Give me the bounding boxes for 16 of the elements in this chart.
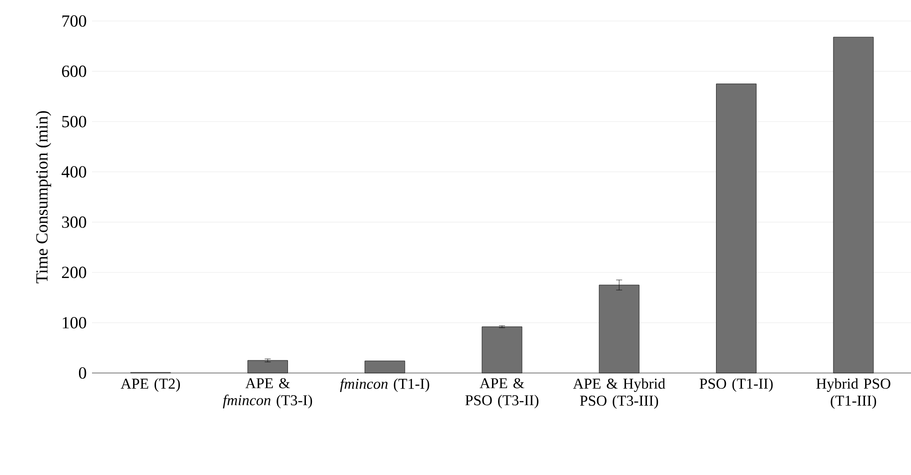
x-tick-label: APE (T2) [120, 378, 180, 392]
x-tick-label: APE & fmincon (T3-I) [222, 378, 312, 408]
x-tick-label: PSO (T1-II) [700, 378, 773, 392]
y-tick-label: 400 [62, 166, 86, 178]
x-tick-label: fmincon (T1-I) [340, 378, 430, 392]
y-tick-label: 600 [62, 66, 86, 78]
x-tick-label: APE & PSO (T3-II) [465, 378, 538, 408]
y-tick-label: 700 [62, 15, 86, 27]
y-tick-label: 100 [62, 316, 86, 328]
y-tick-label: 500 [62, 116, 86, 128]
y-axis-title: Time Consumption (min) [36, 111, 52, 284]
x-tick-label: APE & Hybrid PSO (T3-III) [573, 378, 666, 409]
y-tick-label: 0 [78, 367, 86, 379]
x-tick-label: Hybrid PSO (T1-III) [816, 378, 890, 409]
y-tick-label: 200 [62, 266, 86, 278]
y-tick-label: 300 [62, 216, 86, 228]
